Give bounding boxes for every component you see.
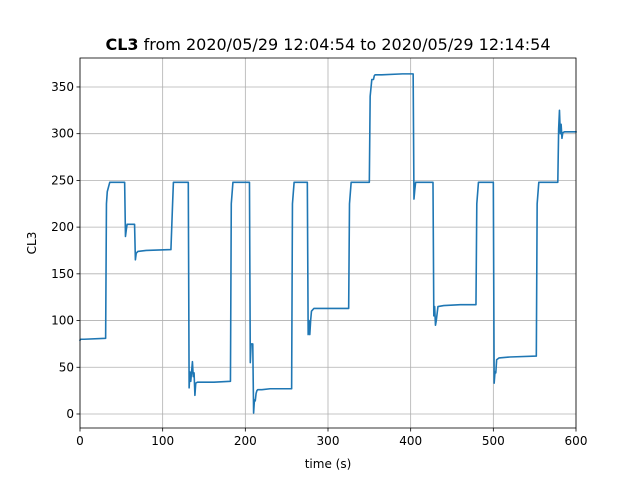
x-tick-label: 200 <box>234 434 257 448</box>
ticks: 0 100 200 300 400 500 600 0 50 100 150 200 250 300 350 <box>51 80 587 448</box>
y-tick-label: 150 <box>51 267 74 281</box>
y-tick-label: 350 <box>51 80 74 94</box>
y-tick-label: 100 <box>51 314 74 328</box>
y-axis-label: CL3 <box>25 232 39 255</box>
y-tick-label: 300 <box>51 127 74 141</box>
x-tick-label: 0 <box>76 434 84 448</box>
chart-title-rest: from 2020/05/29 12:04:54 to 2020/05/29 1… <box>139 35 551 54</box>
y-tick-label: 250 <box>51 173 74 187</box>
chart-title: CL3 from 2020/05/29 12:04:54 to 2020/05/… <box>105 35 550 54</box>
y-tick-label: 0 <box>66 407 74 421</box>
series-line-0 <box>78 73 577 414</box>
x-tick-label: 100 <box>151 434 174 448</box>
x-tick-label: 400 <box>399 434 422 448</box>
x-tick-label: 300 <box>317 434 340 448</box>
chart-title-bold: CL3 <box>105 35 138 54</box>
x-tick-label: 600 <box>565 434 588 448</box>
y-tick-label: 200 <box>51 220 74 234</box>
y-tick-label: 50 <box>59 360 74 374</box>
x-axis-label: time (s) <box>305 457 352 471</box>
x-tick-label: 500 <box>482 434 505 448</box>
series-layer <box>78 73 577 414</box>
